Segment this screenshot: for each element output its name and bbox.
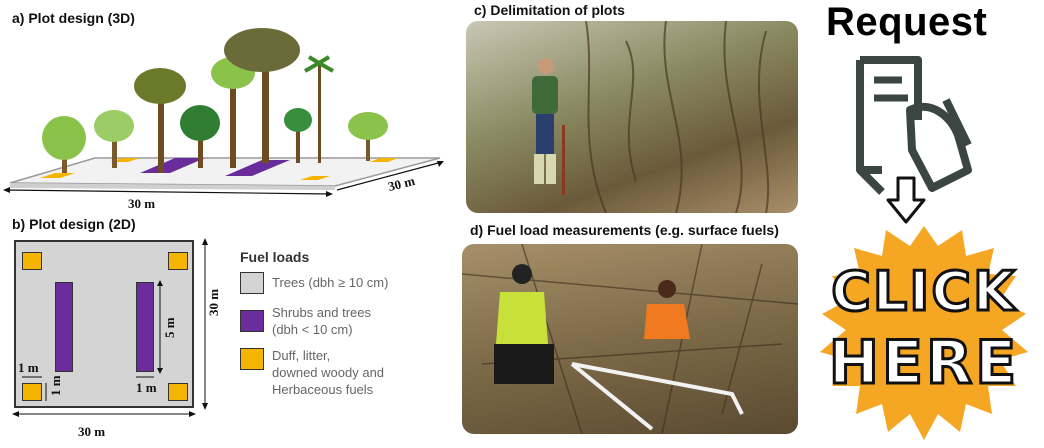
photo-plot-delimitation [466,21,798,213]
tree-icon [304,55,334,163]
plot-2d-corner-square [22,252,42,270]
square-height-label: 1 m [48,375,63,396]
plot-3d-square [40,173,75,178]
person-figure [494,264,554,384]
panel-a-title: a) Plot design (3D) [12,10,135,26]
legend-swatch-shrubs [240,310,264,332]
square-width-label: 1 m [18,360,39,375]
tree-icon [42,116,86,173]
legend-swatch-trees [240,272,264,294]
plot-3d-ground [9,157,441,187]
document-hand-icon[interactable] [850,50,980,200]
height-2d-label: 30 m [206,288,221,316]
legend-label-duff-2: downed woody and [272,365,385,380]
plot-2d-strip [136,282,154,372]
width-arrow-3d [4,189,331,195]
strip-width-label: 1 m [136,380,157,395]
legend-swatch-duff [240,348,264,370]
legend-label-trees: Trees (dbh ≥ 10 cm) [272,275,389,290]
tree-icon [348,112,388,161]
plot-2d-dimension-lines [12,238,208,417]
panel-d-title: d) Fuel load measurements (e.g. surface … [470,222,779,238]
click-here-button[interactable] [816,224,1032,444]
person-figure [532,58,558,184]
tree-icon [224,28,300,163]
starburst-shape [820,226,1028,440]
plot-3d-square [110,158,140,162]
panel-b-title: b) Plot design (2D) [12,216,136,232]
plot-2d-corner-square [168,252,188,270]
legend-label-shrubs-2: (dbh < 10 cm) [272,322,353,337]
pvc-frame [571,362,744,415]
plot-3d-illustration [3,28,444,197]
plot-3d-square [300,176,330,180]
tree-icon [284,108,312,163]
tree-icon [94,110,134,168]
arrow-down-icon [886,176,926,224]
depth-arrow-3d [336,161,443,191]
plot-2d-strip [55,282,73,372]
legend-label-duff-3: Herbaceous fuels [272,382,374,397]
tree-icon [180,105,220,168]
legend-title: Fuel loads [240,249,310,265]
plot-3d-square [370,158,398,162]
strip-length-label: 5 m [162,317,177,338]
tree-icon [134,68,186,173]
plot-2d-corner-square [22,383,42,401]
plot-2d-square [14,240,194,408]
legend-label-duff-1: Duff, litter, [272,348,331,363]
plot-3d-strip-right [225,160,290,176]
plot-3d-strip-left [140,158,205,173]
survey-stake [562,125,565,195]
plot-2d-corner-square [168,383,188,401]
click-text[interactable]: CLICK [830,260,1017,323]
plot-3d-ground-edge [10,183,335,190]
panel-c-title: c) Delimitation of plots [474,2,625,18]
person-figure [644,280,690,339]
width-2d-label: 30 m [78,424,106,439]
request-heading[interactable]: Request [826,0,988,44]
here-text[interactable]: HERE [827,328,1020,398]
tree-icon [211,57,255,168]
width-3d-label: 30 m [128,196,156,211]
photo-fuel-measurement [462,244,798,434]
legend-label-shrubs-1: Shrubs and trees [272,305,372,320]
